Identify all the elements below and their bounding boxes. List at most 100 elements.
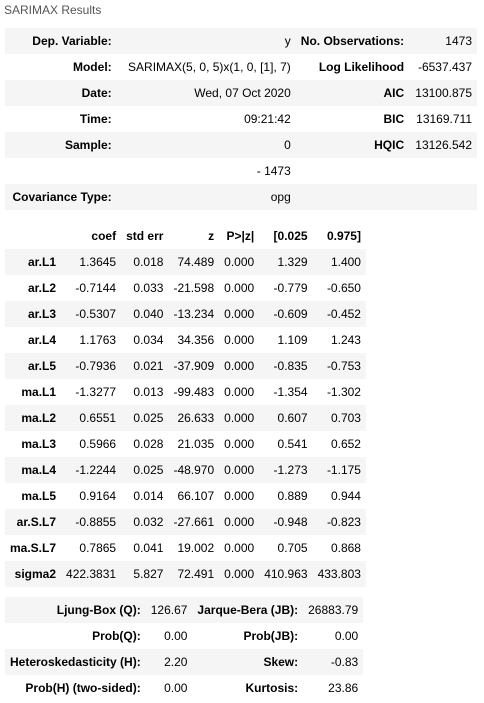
coefficient-column-header: std err [121, 223, 169, 249]
summary-value: SARIMAX(5, 0, 5)x(1, 0, [1], 7) [128, 60, 291, 74]
summary-value: Wed, 07 Oct 2020 [194, 86, 291, 100]
coefficient-cell: 0.9164 [79, 489, 117, 503]
coefficient-cell: 0.000 [224, 385, 255, 399]
coefficient-parameter-name: ar.L2 [28, 281, 57, 295]
summary-label: Log Likelihood [318, 60, 405, 74]
coefficient-cell: 0.000 [224, 541, 255, 555]
coefficient-cell: -0.609 [273, 307, 308, 321]
coefficient-cell: 0.000 [224, 489, 255, 503]
coefficient-cell: 1.3645 [79, 255, 117, 269]
coefficient-cell: -1.175 [326, 463, 361, 477]
coefficient-cell: -0.835 [273, 359, 308, 373]
coefficient-cell: 433.803 [317, 567, 361, 581]
coefficient-cell: 0.000 [224, 463, 255, 477]
coefficient-cell: 0.025 [133, 411, 164, 425]
coefficient-cell: -0.7936 [75, 359, 117, 373]
summary-row: Time: 09:21:42 BIC 13169.711 [5, 106, 477, 132]
coefficient-header-row: coef std err z P>|z| [0.025 0.975] [5, 223, 366, 249]
coefficient-cell: 0.000 [224, 281, 255, 295]
summary-value: 13169.711 [416, 112, 472, 126]
coefficient-cell: -0.823 [326, 515, 361, 529]
coefficient-column-header: 0.975] [312, 223, 366, 249]
coefficient-row: ar.L2 -0.7144 0.033 -21.598 0.000 -0.779 -0.65… [5, 275, 366, 301]
diagnostics-value: 0.00 [164, 681, 188, 695]
coefficient-cell: -0.650 [326, 281, 361, 295]
coefficient-cell: -0.753 [326, 359, 361, 373]
coefficient-cell: 0.6551 [79, 411, 117, 425]
coefficient-cell: 19.002 [177, 541, 215, 555]
coefficient-cell: 74.489 [177, 255, 215, 269]
coefficient-row: ar.L4 1.1763 0.034 34.356 0.000 1.109 1.243 [5, 327, 366, 353]
coefficient-cell: 0.652 [330, 437, 361, 451]
diagnostics-value: 0.00 [334, 629, 359, 643]
summary-label: Dep. Variable: [32, 34, 112, 48]
coefficient-parameter-name: ma.L2 [21, 411, 57, 425]
coefficient-cell: -0.5307 [75, 307, 117, 321]
coefficient-cell: 72.491 [177, 567, 215, 581]
summary-label: BIC [383, 112, 405, 126]
diagnostics-label: Prob(H) (two-sided): [25, 681, 141, 695]
summary-label: HQIC [374, 138, 405, 152]
coefficient-cell: 1.329 [277, 255, 308, 269]
coefficient-cell: -1.302 [326, 385, 361, 399]
coefficient-cell: 0.014 [133, 489, 164, 503]
summary-value: 09:21:42 [244, 112, 291, 126]
coefficient-cell: -1.2244 [75, 463, 117, 477]
coefficient-cell: 0.000 [224, 307, 255, 321]
summary-value [409, 158, 477, 184]
coefficient-cell: 0.013 [133, 385, 164, 399]
coefficient-parameter-name: ma.L3 [21, 437, 57, 451]
coefficient-parameter-name: ar.L4 [28, 333, 57, 347]
diagnostics-value: 2.20 [164, 655, 188, 669]
coefficient-parameter-name: ar.L3 [28, 307, 57, 321]
diagnostics-row: Ljung-Box (Q): 126.67 Jarque-Bera (JB): 268… [5, 597, 364, 623]
coefficient-row: ar.L1 1.3645 0.018 74.489 0.000 1.329 1.400 [5, 249, 366, 275]
summary-label [296, 184, 409, 210]
coefficient-parameter-name: ar.L5 [28, 359, 57, 373]
coefficient-row: sigma2 422.3831 5.827 72.491 0.000 410.963 433… [5, 561, 366, 587]
summary-label: Sample: [64, 138, 112, 152]
coefficient-cell: 0.018 [133, 255, 164, 269]
coefficient-cell: 1.243 [330, 333, 361, 347]
coefficient-cell: -1.3277 [75, 385, 117, 399]
coefficient-cell: 0.000 [224, 333, 255, 347]
summary-label [296, 158, 409, 184]
diagnostics-label: Heteroskedasticity (H): [10, 655, 141, 669]
coefficient-row: ma.L2 0.6551 0.025 26.633 0.000 0.607 0.703 [5, 405, 366, 431]
diagnostics-row: Prob(Q): 0.00 Prob(JB): 0.00 [5, 623, 364, 649]
coefficient-parameter-name: ma.L1 [21, 385, 57, 399]
model-summary-table: Dep. Variable: y No. Observations: 1473 Mode… [5, 28, 477, 210]
summary-row: - 1473 [5, 158, 477, 184]
summary-label: AIC [383, 86, 405, 100]
diagnostics-label: Kurtosis: [245, 681, 299, 695]
coefficient-cell: -0.8855 [75, 515, 117, 529]
summary-row: Sample: 0 HQIC 13126.542 [5, 132, 477, 158]
coefficient-row: ar.S.L7 -0.8855 0.032 -27.661 0.000 -0.948 -0.… [5, 509, 366, 535]
diagnostics-table: Ljung-Box (Q): 126.67 Jarque-Bera (JB): 268… [5, 597, 364, 701]
coefficient-cell: 0.032 [133, 515, 164, 529]
diagnostics-label: Skew: [263, 655, 299, 669]
summary-value: - 1473 [256, 164, 291, 178]
summary-label: No. Observations: [300, 34, 405, 48]
coefficient-cell: 0.000 [224, 515, 255, 529]
coefficient-row: ma.L3 0.5966 0.028 21.035 0.000 0.541 0.652 [5, 431, 366, 457]
coefficient-cell: 0.705 [277, 541, 308, 555]
coefficient-cell: -0.948 [273, 515, 308, 529]
summary-value: 1473 [445, 34, 472, 48]
coefficient-cell: -0.452 [326, 307, 361, 321]
diagnostics-label: Prob(Q): [92, 629, 141, 643]
coefficient-cell: 0.000 [224, 255, 255, 269]
coefficient-cell: -21.598 [173, 281, 215, 295]
summary-value: -6537.437 [417, 60, 472, 74]
coefficient-cell: 422.3831 [66, 567, 117, 581]
diagnostics-row: Heteroskedasticity (H): 2.20 Skew: -0.83 [5, 649, 364, 675]
diagnostics-label: Prob(JB): [243, 629, 299, 643]
summary-value: y [284, 34, 291, 48]
summary-value: 0 [284, 138, 291, 152]
table-caption: SARIMAX Results [4, 3, 102, 17]
coefficient-cell: 0.703 [330, 411, 361, 425]
coefficient-cell: 0.033 [133, 281, 164, 295]
coefficient-cell: 5.827 [133, 567, 164, 581]
coefficient-parameter-name: ar.L1 [28, 255, 57, 269]
diagnostics-row: Prob(H) (two-sided): 0.00 Kurtosis: 23.86 [5, 675, 364, 701]
